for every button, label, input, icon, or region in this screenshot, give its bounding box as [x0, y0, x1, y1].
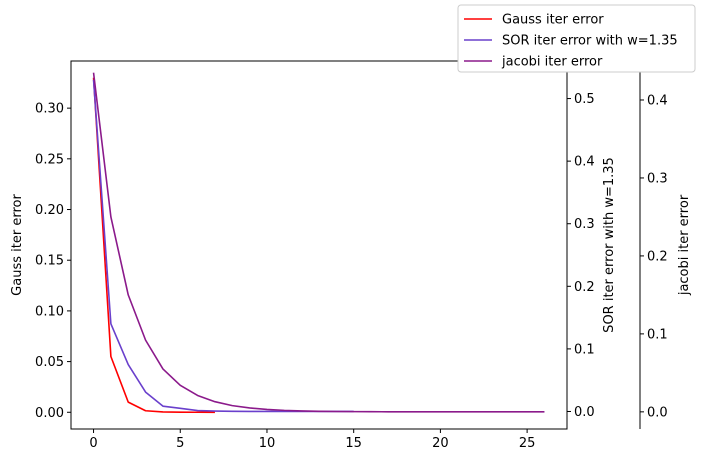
ylabel-sor: SOR iter error with w=1.35 [602, 157, 617, 333]
legend-label: jacobi iter error [501, 55, 603, 70]
y-tick-label: 0.3 [647, 171, 668, 186]
x-tick-label: 25 [519, 436, 536, 451]
x-axis: 0 5 10 15 20 25 [89, 429, 535, 451]
legend-box [457, 4, 696, 73]
y-tick-label: 0.15 [35, 254, 64, 269]
y-tick-label: 0.20 [35, 203, 64, 218]
y-tick-label: 0.25 [35, 152, 64, 167]
ylabel-jacobi: jacobi iter error [677, 194, 692, 296]
y-tick-label: 0.4 [574, 155, 595, 170]
ylabel-gauss: Gauss iter error [10, 194, 25, 296]
x-tick-label: 5 [176, 436, 184, 451]
y-tick-label: 0.1 [647, 327, 668, 342]
y-tick-label: 0.3 [574, 217, 595, 232]
y-tick-label: 0.4 [647, 93, 668, 108]
plot-frame [70, 60, 568, 430]
y-tick-label: 0.10 [35, 304, 64, 319]
y-tick-label: 0.2 [574, 280, 595, 295]
y-tick-label: 0.30 [35, 102, 64, 117]
legend-label: SOR iter error with w=1.35 [502, 34, 678, 49]
y-tick-label: 0.5 [574, 92, 595, 107]
y-axis-sor: 0.0 0.1 0.2 0.3 0.4 0.5 [567, 92, 595, 420]
y-tick-label: 0.05 [35, 355, 64, 370]
y-tick-label: 0.0 [647, 405, 668, 420]
y-axis-gauss: 0.00 0.05 0.10 0.15 0.20 0.25 0.30 [35, 102, 71, 421]
x-tick-label: 15 [345, 436, 362, 451]
y-axis-jacobi: 0.0 0.1 0.2 0.3 0.4 [639, 61, 668, 429]
x-tick-label: 10 [259, 436, 276, 451]
series-layer [92, 72, 545, 414]
y-tick-label: 0.2 [647, 249, 668, 264]
x-tick-label: 20 [432, 436, 449, 451]
y-tick-label: 0.1 [574, 342, 595, 357]
series-line-2 [92, 79, 354, 413]
y-tick-label: 0.00 [35, 406, 64, 421]
x-tick-label: 0 [89, 436, 97, 451]
series-line-3 [92, 72, 545, 413]
series-line-1 [92, 77, 215, 414]
y-tick-label: 0.0 [574, 405, 595, 420]
legend-label: Gauss iter error [502, 13, 604, 28]
legend: Gauss iter error SOR iter error with w=1.… [457, 4, 696, 73]
